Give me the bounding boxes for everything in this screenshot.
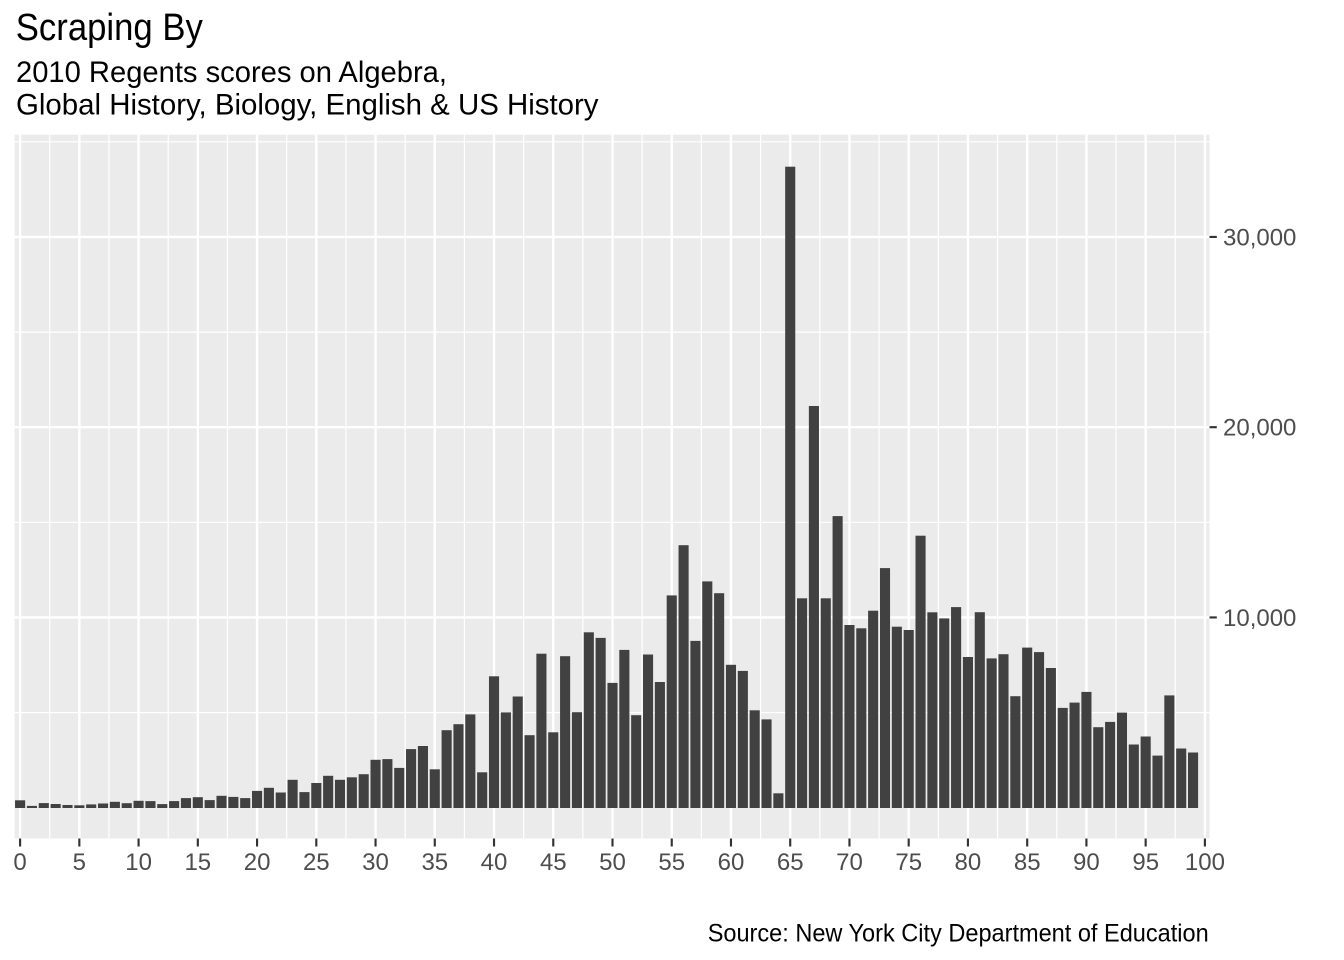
svg-text:60: 60 bbox=[718, 849, 745, 876]
svg-text:40: 40 bbox=[481, 849, 508, 876]
svg-text:2010 Regents scores on Algebra: 2010 Regents scores on Algebra, bbox=[16, 56, 447, 89]
svg-text:70: 70 bbox=[836, 849, 863, 876]
svg-text:25: 25 bbox=[303, 849, 330, 876]
svg-text:0: 0 bbox=[13, 849, 26, 876]
svg-text:20,000: 20,000 bbox=[1223, 415, 1296, 442]
svg-text:95: 95 bbox=[1132, 849, 1159, 876]
svg-text:35: 35 bbox=[421, 849, 448, 876]
svg-text:85: 85 bbox=[1014, 849, 1041, 876]
svg-text:10,000: 10,000 bbox=[1223, 605, 1296, 632]
svg-text:Source: New York City Departme: Source: New York City Department of Educ… bbox=[708, 920, 1209, 948]
svg-text:Global History, Biology, Engli: Global History, Biology, English & US Hi… bbox=[16, 88, 599, 121]
svg-text:65: 65 bbox=[777, 849, 804, 876]
svg-text:55: 55 bbox=[658, 849, 685, 876]
svg-text:30: 30 bbox=[362, 849, 389, 876]
svg-text:30,000: 30,000 bbox=[1223, 224, 1296, 251]
svg-text:Scraping By: Scraping By bbox=[16, 7, 203, 49]
svg-text:15: 15 bbox=[184, 849, 211, 876]
svg-text:10: 10 bbox=[125, 849, 152, 876]
svg-text:100: 100 bbox=[1185, 849, 1225, 876]
svg-text:90: 90 bbox=[1073, 849, 1100, 876]
svg-text:5: 5 bbox=[73, 849, 86, 876]
svg-text:80: 80 bbox=[955, 849, 982, 876]
svg-text:20: 20 bbox=[244, 849, 271, 876]
svg-text:50: 50 bbox=[599, 849, 626, 876]
svg-text:75: 75 bbox=[895, 849, 922, 876]
svg-text:45: 45 bbox=[540, 849, 567, 876]
